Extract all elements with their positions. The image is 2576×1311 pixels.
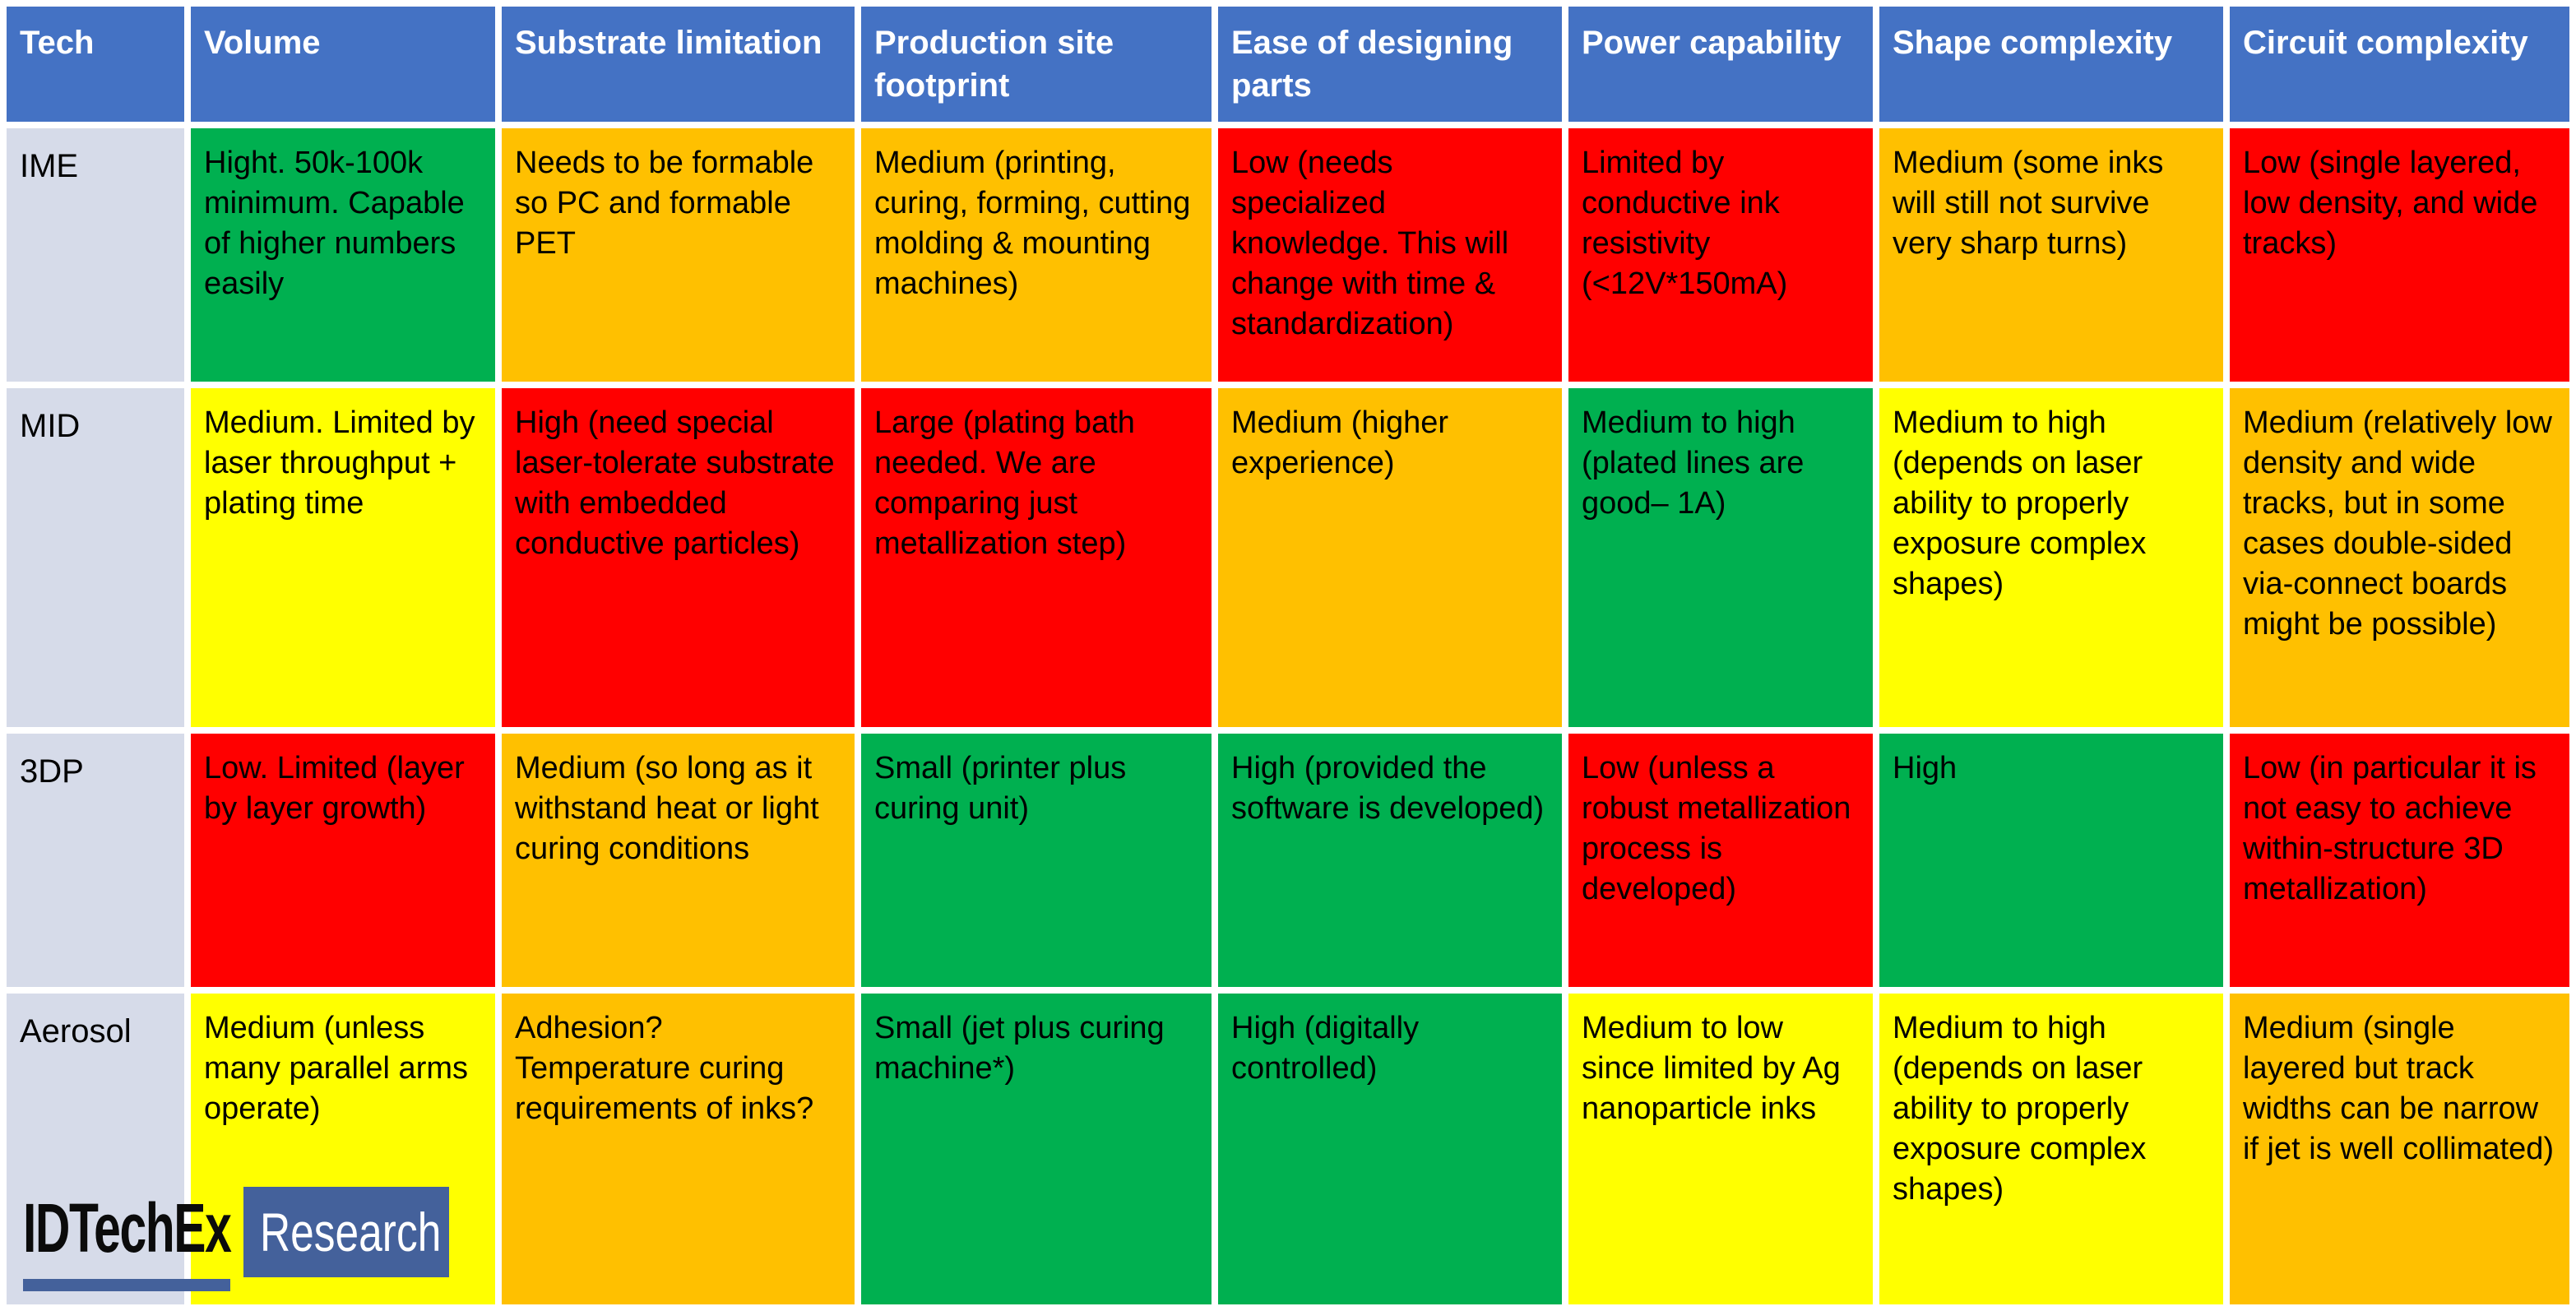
- column-header-production-site-footprint: Production site footprint: [861, 7, 1212, 122]
- row-header-3dp: 3DP: [7, 734, 184, 987]
- table-cell: Medium (single layered but track widths …: [2230, 994, 2569, 1304]
- table-cell: Medium to low since limited by Ag nanopa…: [1568, 994, 1873, 1304]
- table-cell: Medium (higher experience): [1218, 388, 1562, 727]
- table-cell: High: [1879, 734, 2223, 987]
- table-cell: High (need special laser-tolerate substr…: [502, 388, 855, 727]
- table-cell: Small (jet plus curing machine*): [861, 994, 1212, 1304]
- table-cell: High (digitally controlled): [1218, 994, 1562, 1304]
- header-row: Tech Volume Substrate limitation Product…: [7, 7, 2569, 122]
- table-cell: Large (plating bath needed. We are compa…: [861, 388, 1212, 727]
- logo-brand-text: IDTechEx: [23, 1189, 232, 1267]
- table-cell: Low (single layered, low density, and wi…: [2230, 128, 2569, 382]
- row-header-ime: IME: [7, 128, 184, 382]
- table-cell: Medium to high (plated lines are good– 1…: [1568, 388, 1873, 727]
- table-cell: Medium to high (depends on laser ability…: [1879, 388, 2223, 727]
- column-header-shape-complexity: Shape complexity: [1879, 7, 2223, 122]
- table-cell: Low (needs specialized knowledge. This w…: [1218, 128, 1562, 382]
- row-header-mid: MID: [7, 388, 184, 727]
- table-cell: Needs to be formable so PC and formable …: [502, 128, 855, 382]
- column-header-ease-of-designing-parts: Ease of designing parts: [1218, 7, 1562, 122]
- table-cell: Medium. Limited by laser throughput + pl…: [191, 388, 495, 727]
- table-cell: High (provided the software is developed…: [1218, 734, 1562, 987]
- table-cell: Medium (printing, curing, forming, cutti…: [861, 128, 1212, 382]
- logo-underline: [23, 1279, 230, 1291]
- column-header-power-capability: Power capability: [1568, 7, 1873, 122]
- column-header-volume: Volume: [191, 7, 495, 122]
- table-row-ime: IME Hight. 50k-100k minimum. Capable of …: [7, 128, 2569, 382]
- logo-research-badge: Research: [243, 1187, 449, 1277]
- table-cell: Small (printer plus curing unit): [861, 734, 1212, 987]
- table-cell: Low (unless a robust metallization proce…: [1568, 734, 1873, 987]
- table-cell: Medium to high (depends on laser ability…: [1879, 994, 2223, 1304]
- table-row-mid: MID Medium. Limited by laser throughput …: [7, 388, 2569, 727]
- column-header-substrate-limitation: Substrate limitation: [502, 7, 855, 122]
- row-header-aerosol: Aerosol: [7, 994, 184, 1304]
- table-row-aerosol: Aerosol Medium (unless many parallel arm…: [7, 994, 2569, 1304]
- table-cell: Medium (so long as it withstand heat or …: [502, 734, 855, 987]
- table-cell: Adhesion? Temperature curing requirement…: [502, 994, 855, 1304]
- logo-badge-text: Research: [260, 1202, 442, 1262]
- table-row-3dp: 3DP Low. Limited (layer by layer growth)…: [7, 734, 2569, 987]
- table-cell: Hight. 50k-100k minimum. Capable of high…: [191, 128, 495, 382]
- table-cell: Medium (relatively low density and wide …: [2230, 388, 2569, 727]
- table-cell: Limited by conductive ink resistivity (<…: [1568, 128, 1873, 382]
- table-cell: Low. Limited (layer by layer growth): [191, 734, 495, 987]
- idtechex-logo: IDTechEx Research: [23, 1187, 484, 1298]
- table-cell: Medium (some inks will still not survive…: [1879, 128, 2223, 382]
- table-cell: Low (in particular it is not easy to ach…: [2230, 734, 2569, 987]
- column-header-tech: Tech: [7, 7, 184, 122]
- column-header-circuit-complexity: Circuit complexity: [2230, 7, 2569, 122]
